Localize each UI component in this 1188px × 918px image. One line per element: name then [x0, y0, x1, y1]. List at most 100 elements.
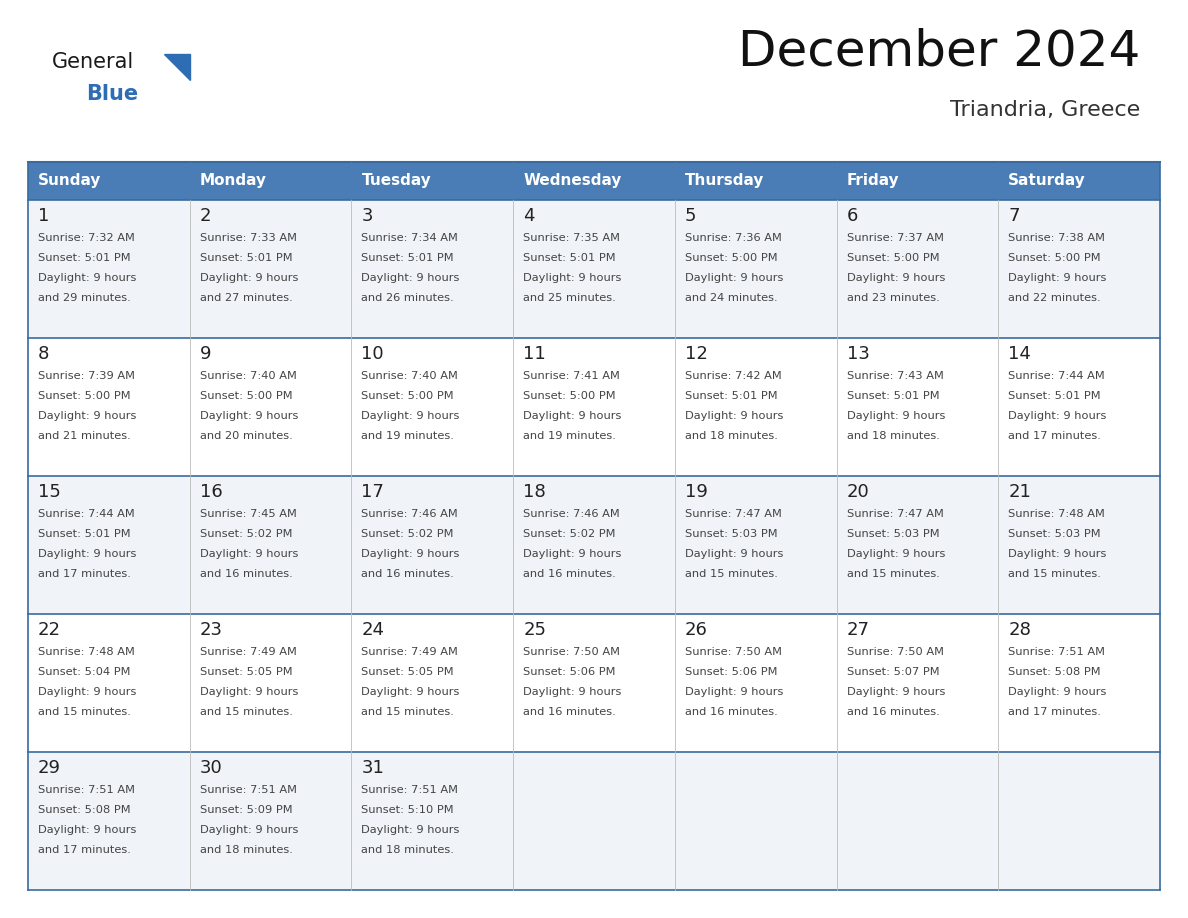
Bar [998, 200, 1159, 338]
Bar [513, 200, 675, 338]
Text: Sunset: 5:00 PM: Sunset: 5:00 PM [38, 391, 131, 401]
Text: Daylight: 9 hours: Daylight: 9 hours [847, 411, 944, 421]
Text: Sunrise: 7:32 AM: Sunrise: 7:32 AM [38, 233, 135, 243]
Text: Daylight: 9 hours: Daylight: 9 hours [38, 825, 137, 835]
Text: 12: 12 [684, 345, 708, 363]
Bar [998, 476, 1159, 614]
Text: and 18 minutes.: and 18 minutes. [684, 431, 778, 441]
Text: 17: 17 [361, 483, 384, 501]
Bar [352, 752, 513, 890]
Bar [352, 162, 513, 200]
Bar [352, 338, 513, 476]
Text: and 15 minutes.: and 15 minutes. [361, 707, 454, 717]
Text: Sunrise: 7:46 AM: Sunrise: 7:46 AM [523, 509, 620, 519]
Text: Sunrise: 7:41 AM: Sunrise: 7:41 AM [523, 371, 620, 381]
Text: Sunset: 5:02 PM: Sunset: 5:02 PM [200, 529, 292, 539]
Text: and 29 minutes.: and 29 minutes. [38, 293, 131, 303]
Bar [352, 476, 513, 614]
Bar [29, 200, 190, 338]
Text: 29: 29 [38, 759, 61, 777]
Text: and 17 minutes.: and 17 minutes. [1009, 431, 1101, 441]
Bar [836, 614, 998, 752]
Bar [675, 200, 836, 338]
Text: Sunrise: 7:44 AM: Sunrise: 7:44 AM [38, 509, 134, 519]
Text: and 17 minutes.: and 17 minutes. [38, 569, 131, 579]
Text: December 2024: December 2024 [738, 28, 1140, 76]
Bar [836, 162, 998, 200]
Text: and 15 minutes.: and 15 minutes. [684, 569, 778, 579]
Text: Thursday: Thursday [684, 174, 764, 188]
Text: Sunrise: 7:43 AM: Sunrise: 7:43 AM [847, 371, 943, 381]
Bar [190, 614, 352, 752]
Text: Sunset: 5:05 PM: Sunset: 5:05 PM [200, 667, 292, 677]
Text: Tuesday: Tuesday [361, 174, 431, 188]
Text: and 17 minutes.: and 17 minutes. [1009, 707, 1101, 717]
Text: and 16 minutes.: and 16 minutes. [361, 569, 454, 579]
Text: 27: 27 [847, 621, 870, 639]
Text: Sunrise: 7:36 AM: Sunrise: 7:36 AM [684, 233, 782, 243]
Text: 6: 6 [847, 207, 858, 225]
Bar [513, 752, 675, 890]
Text: and 17 minutes.: and 17 minutes. [38, 845, 131, 855]
Bar [190, 752, 352, 890]
Bar [190, 200, 352, 338]
Text: and 25 minutes.: and 25 minutes. [523, 293, 615, 303]
Text: 21: 21 [1009, 483, 1031, 501]
Text: Sunset: 5:10 PM: Sunset: 5:10 PM [361, 805, 454, 815]
Text: Sunrise: 7:35 AM: Sunrise: 7:35 AM [523, 233, 620, 243]
Text: Daylight: 9 hours: Daylight: 9 hours [1009, 273, 1107, 283]
Text: 31: 31 [361, 759, 384, 777]
Text: Sunset: 5:01 PM: Sunset: 5:01 PM [523, 253, 615, 263]
Text: Daylight: 9 hours: Daylight: 9 hours [847, 687, 944, 697]
Text: 1: 1 [38, 207, 50, 225]
Text: Sunset: 5:00 PM: Sunset: 5:00 PM [847, 253, 940, 263]
Text: and 20 minutes.: and 20 minutes. [200, 431, 292, 441]
Polygon shape [164, 54, 190, 80]
Text: 18: 18 [523, 483, 546, 501]
Text: and 16 minutes.: and 16 minutes. [684, 707, 778, 717]
Text: Daylight: 9 hours: Daylight: 9 hours [361, 273, 460, 283]
Bar [513, 614, 675, 752]
Bar [29, 162, 190, 200]
Text: Sunset: 5:00 PM: Sunset: 5:00 PM [361, 391, 454, 401]
Text: 25: 25 [523, 621, 546, 639]
Text: Sunset: 5:07 PM: Sunset: 5:07 PM [847, 667, 940, 677]
Text: Sunrise: 7:48 AM: Sunrise: 7:48 AM [38, 647, 135, 657]
Text: Sunrise: 7:46 AM: Sunrise: 7:46 AM [361, 509, 459, 519]
Text: Daylight: 9 hours: Daylight: 9 hours [847, 273, 944, 283]
Text: 26: 26 [684, 621, 708, 639]
Text: and 18 minutes.: and 18 minutes. [847, 431, 940, 441]
Bar [675, 476, 836, 614]
Text: and 18 minutes.: and 18 minutes. [361, 845, 454, 855]
Text: Wednesday: Wednesday [523, 174, 621, 188]
Text: 4: 4 [523, 207, 535, 225]
Text: Saturday: Saturday [1009, 174, 1086, 188]
Text: Sunset: 5:03 PM: Sunset: 5:03 PM [847, 529, 940, 539]
Text: Sunrise: 7:50 AM: Sunrise: 7:50 AM [847, 647, 943, 657]
Text: Sunrise: 7:48 AM: Sunrise: 7:48 AM [1009, 509, 1105, 519]
Bar [29, 338, 190, 476]
Text: 2: 2 [200, 207, 211, 225]
Bar [836, 200, 998, 338]
Bar [836, 338, 998, 476]
Text: Daylight: 9 hours: Daylight: 9 hours [361, 825, 460, 835]
Text: 8: 8 [38, 345, 50, 363]
Text: Sunrise: 7:47 AM: Sunrise: 7:47 AM [847, 509, 943, 519]
Text: Monday: Monday [200, 174, 267, 188]
Text: Sunset: 5:01 PM: Sunset: 5:01 PM [361, 253, 454, 263]
Text: Friday: Friday [847, 174, 899, 188]
Text: Daylight: 9 hours: Daylight: 9 hours [38, 411, 137, 421]
Text: Daylight: 9 hours: Daylight: 9 hours [38, 687, 137, 697]
Text: Daylight: 9 hours: Daylight: 9 hours [200, 411, 298, 421]
Text: 10: 10 [361, 345, 384, 363]
Text: Daylight: 9 hours: Daylight: 9 hours [361, 549, 460, 559]
Text: Sunrise: 7:37 AM: Sunrise: 7:37 AM [847, 233, 943, 243]
Text: 14: 14 [1009, 345, 1031, 363]
Bar [675, 338, 836, 476]
Text: Sunrise: 7:49 AM: Sunrise: 7:49 AM [200, 647, 297, 657]
Text: 5: 5 [684, 207, 696, 225]
Text: 11: 11 [523, 345, 546, 363]
Text: Daylight: 9 hours: Daylight: 9 hours [684, 549, 783, 559]
Text: Triandria, Greece: Triandria, Greece [949, 100, 1140, 120]
Text: 3: 3 [361, 207, 373, 225]
